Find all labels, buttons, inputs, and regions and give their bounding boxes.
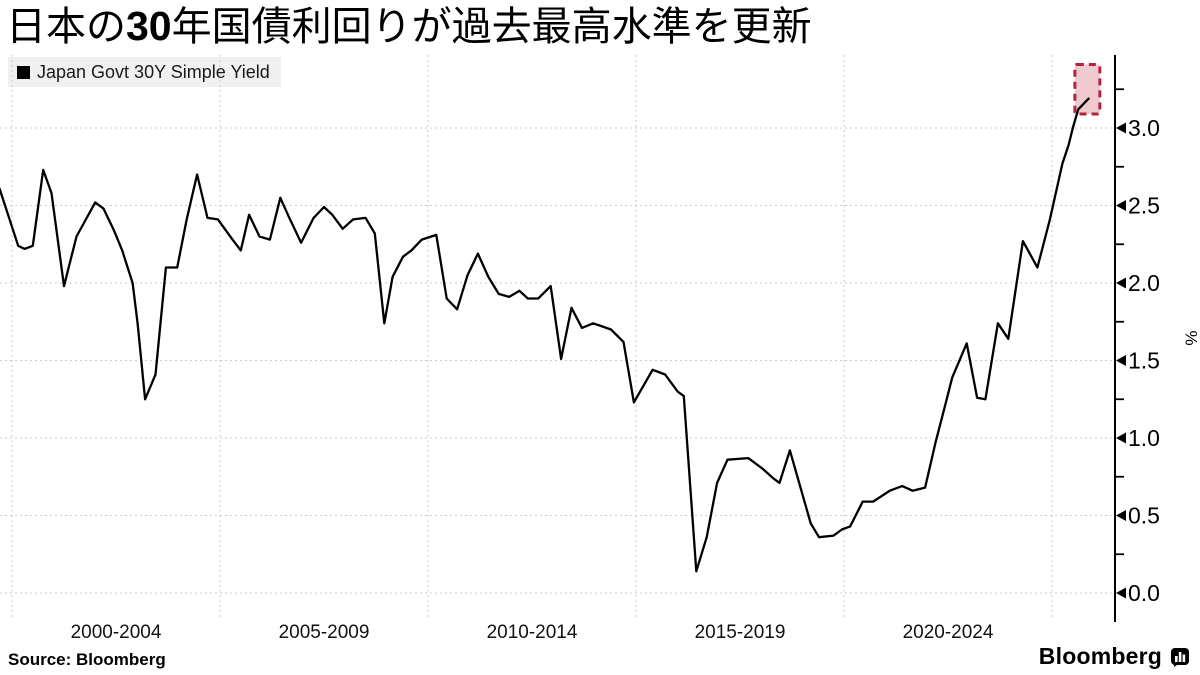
x-axis-period-label: 2015-2019 bbox=[695, 622, 786, 643]
x-axis-period-label: 2020-2024 bbox=[903, 622, 994, 643]
legend-label: Japan Govt 30Y Simple Yield bbox=[37, 61, 270, 82]
y-tick-arrow-icon bbox=[1116, 122, 1126, 134]
bloomberg-wordmark: Bloomberg bbox=[1038, 643, 1162, 669]
y-tick-arrow-icon bbox=[1116, 510, 1126, 521]
title-text-post: 年国債利回りが過去最高水準を更新 bbox=[171, 4, 812, 50]
chart-title: 日本の30年国債利回りが過去最高水準を更新 bbox=[6, 0, 812, 52]
legend: Japan Govt 30Y Simple Yield bbox=[8, 57, 281, 87]
bloomberg-logo: Bloomberg bbox=[1039, 643, 1190, 670]
title-number: 30 bbox=[126, 3, 172, 49]
legend-swatch-icon bbox=[17, 65, 30, 79]
record-high-highlight-box bbox=[1073, 62, 1102, 116]
y-axis-tick-label: 2.0 bbox=[1128, 270, 1160, 296]
y-axis-tick-label: 0.5 bbox=[1128, 503, 1160, 529]
y-tick-arrow-icon bbox=[1116, 587, 1126, 599]
y-tick-arrow-icon bbox=[1116, 355, 1126, 366]
y-tick-arrow-icon bbox=[1116, 200, 1126, 211]
yield-line-series bbox=[0, 97, 1090, 573]
y-axis-tick-label: 1.5 bbox=[1128, 348, 1160, 374]
y-axis-tick-label: 1.0 bbox=[1128, 425, 1160, 451]
y-axis-tick-label: 0.0 bbox=[1128, 580, 1160, 606]
source-label: Source: Bloomberg bbox=[8, 650, 166, 669]
x-axis-period-label: 2000-2004 bbox=[71, 622, 162, 643]
title-text-pre: 日本の bbox=[6, 4, 126, 50]
y-axis-tick-label: 2.5 bbox=[1128, 193, 1160, 219]
y-tick-arrow-icon bbox=[1116, 432, 1126, 444]
x-axis-period-label: 2010-2014 bbox=[487, 622, 578, 643]
x-axis-period-label: 2005-2009 bbox=[279, 622, 370, 643]
bloomberg-terminal-icon bbox=[1171, 647, 1189, 667]
y-tick-arrow-icon bbox=[1116, 277, 1126, 289]
y-axis-tick-label: 3.0 bbox=[1128, 115, 1160, 141]
y-axis-unit-label: % bbox=[1181, 330, 1200, 346]
